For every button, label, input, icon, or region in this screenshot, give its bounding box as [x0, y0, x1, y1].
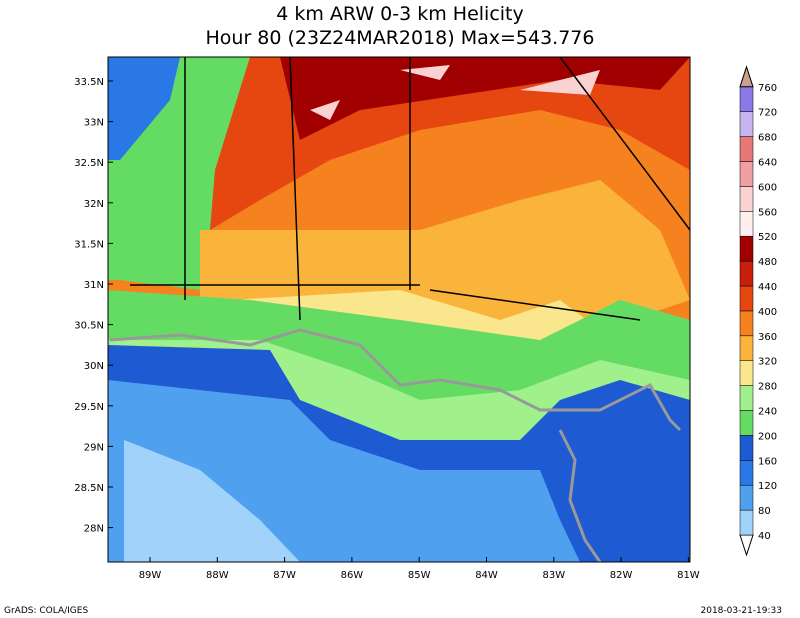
lon-label: 82W: [610, 570, 633, 581]
colorbar-label: 720: [758, 108, 777, 119]
lat-label: 28.5N: [74, 483, 104, 494]
footer-right: 2018-03-21-19:33: [701, 606, 783, 616]
lon-label: 85W: [408, 570, 431, 581]
coastline: [109, 328, 682, 563]
colorbar-label: 360: [758, 332, 777, 343]
state-borders: [130, 56, 691, 321]
footer-left: GrADS: COLA/IGES: [4, 606, 88, 616]
colorbar-segment: [739, 211, 754, 237]
colorbar-segment: [739, 86, 754, 112]
colorbar-segment: [739, 509, 754, 536]
field-lightblue: [124, 440, 300, 562]
colorbar-label: 40: [758, 531, 771, 542]
colorbar-segment: [739, 186, 754, 212]
title-line-2: Hour 80 (23Z24MAR2018) Max=543.776: [206, 27, 595, 49]
colorbar-label: 200: [758, 431, 777, 442]
lon-label: 84W: [475, 570, 498, 581]
colorbar-label: 280: [758, 382, 777, 393]
lon-label: 86W: [341, 570, 364, 581]
lat-label: 29N: [84, 442, 104, 453]
colorbar-segment: [739, 310, 754, 337]
colorbar-label: 400: [758, 307, 777, 318]
colorbar-label: 440: [758, 282, 777, 293]
colorbar-label: 480: [758, 257, 777, 268]
colorbar-label: 680: [758, 133, 777, 144]
map-frame: [107, 56, 691, 563]
colorbar-label: 240: [758, 407, 777, 418]
lon-label: 88W: [206, 570, 229, 581]
lat-label: 28N: [84, 524, 104, 535]
colorbar-high: [739, 65, 754, 88]
colorbar-label: 320: [758, 357, 777, 368]
colorbar-segment: [739, 484, 754, 511]
lon-label: 87W: [273, 570, 296, 581]
lat-label: 33N: [84, 118, 104, 129]
lat-label: 33.5N: [74, 77, 104, 88]
colorbar-segment: [739, 260, 754, 287]
lon-label: 81W: [677, 570, 700, 581]
title-line-1: 4 km ARW 0-3 km Helicity: [276, 3, 524, 25]
colorbar-label: 600: [758, 182, 777, 193]
colorbar-segment: [739, 435, 754, 461]
colorbar-label: 640: [758, 158, 777, 169]
lat-label: 29.5N: [74, 402, 104, 413]
colorbar-low: [739, 534, 754, 557]
colorbar-segment: [739, 235, 754, 262]
colorbar-segment: [739, 460, 754, 486]
colorbar-label: 80: [758, 506, 771, 517]
colorbar-segment: [739, 161, 754, 187]
lat-label: 30N: [84, 361, 104, 372]
lat-label: 32.5N: [74, 158, 104, 169]
colorbar-segment: [739, 335, 754, 361]
colorbar-label: 560: [758, 207, 777, 218]
field-blue-nw: [108, 57, 180, 160]
colorbar-label: 760: [758, 83, 777, 94]
colorbar-label: 120: [758, 481, 777, 492]
lat-label: 31.5N: [74, 239, 104, 250]
colorbar-label: 520: [758, 232, 777, 243]
lon-label: 83W: [542, 570, 565, 581]
colorbar-segment: [739, 136, 754, 162]
lat-label: 30.5N: [74, 321, 104, 332]
lat-label: 31N: [84, 280, 104, 291]
colorbar-segment: [739, 111, 754, 137]
colorbar-segment: [739, 360, 754, 386]
colorbar-segment: [739, 385, 754, 411]
lon-label: 89W: [139, 570, 162, 581]
map-field: [107, 56, 691, 563]
lat-label: 32N: [84, 199, 104, 210]
colorbar-segment: [739, 410, 754, 436]
colorbar-segment: [739, 285, 754, 312]
colorbar-label: 160: [758, 456, 777, 467]
